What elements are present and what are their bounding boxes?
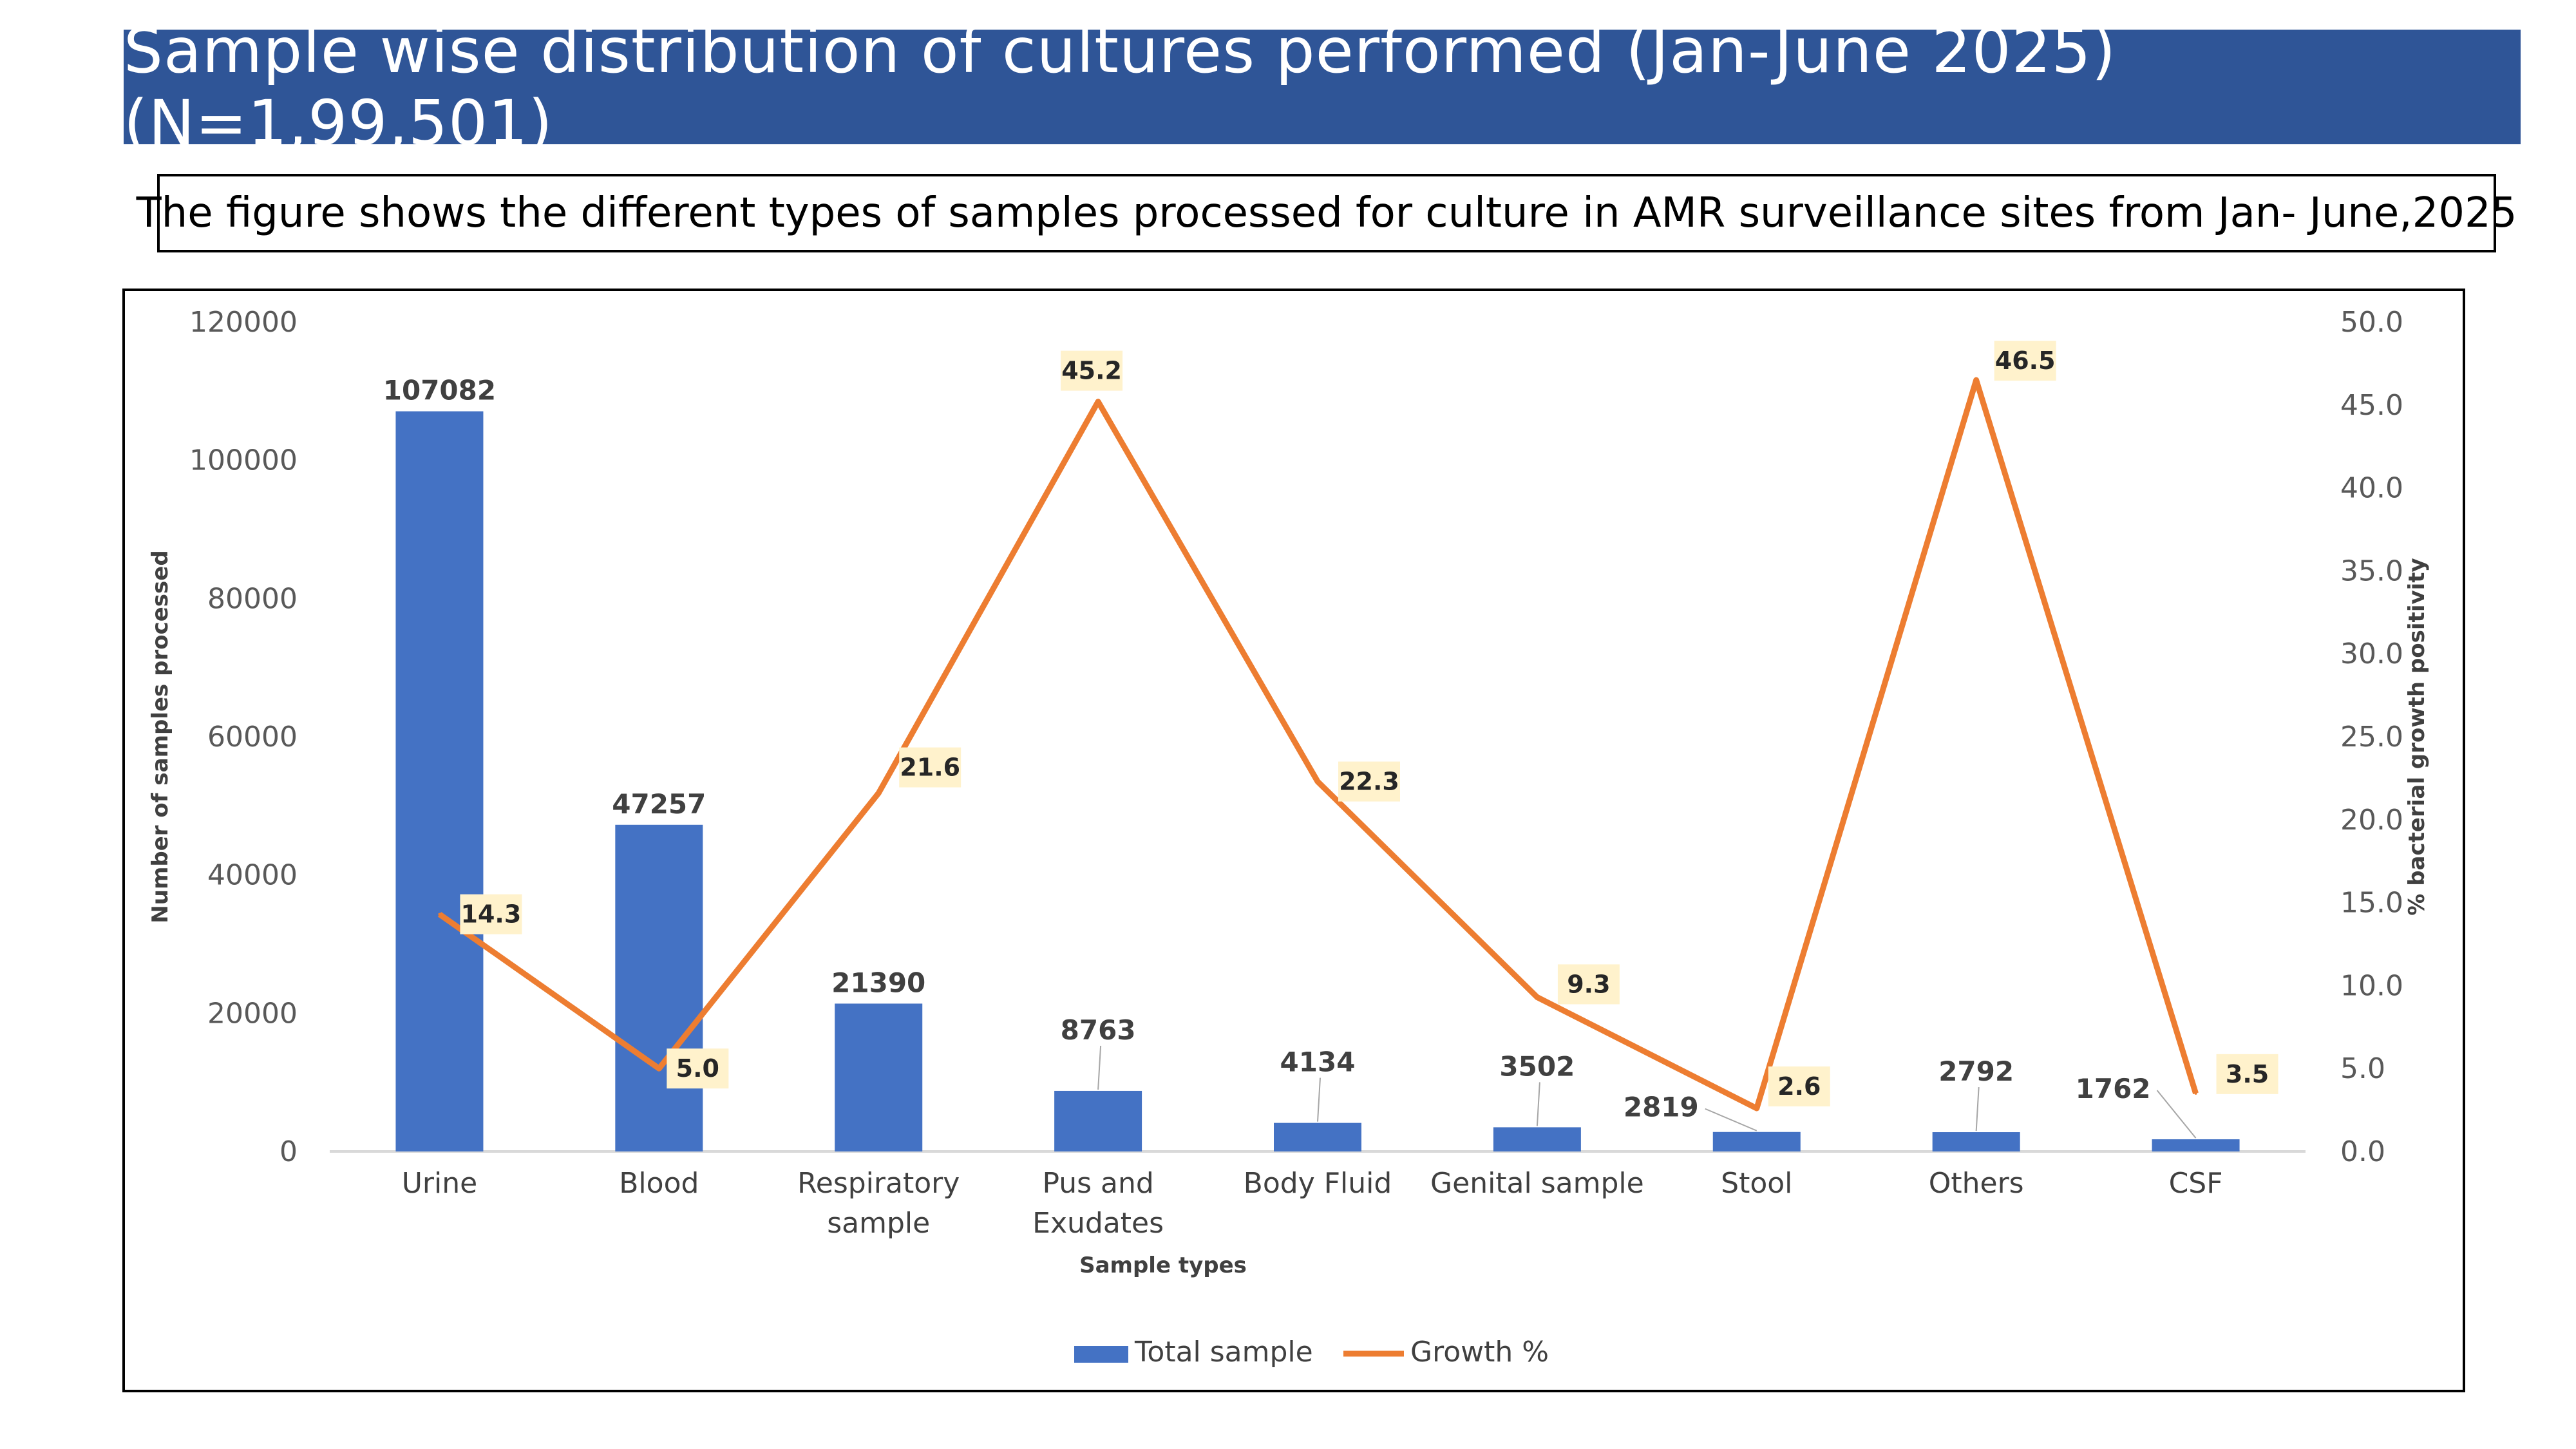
line-label-box	[1994, 341, 2056, 381]
y-tick-label: 20000	[207, 997, 298, 1030]
y2-tick-label: 35.0	[2340, 554, 2403, 587]
bar	[835, 1003, 923, 1151]
bar-data-label: 47257	[612, 788, 706, 820]
category-label: Urine	[402, 1167, 477, 1200]
y2-tick-label: 30.0	[2340, 638, 2403, 670]
line-data-label: 21.6	[900, 753, 960, 782]
line-data-label: 3.5	[2226, 1060, 2269, 1088]
bar	[1054, 1090, 1142, 1151]
y2-tick-label: 45.0	[2340, 389, 2403, 422]
bar-label-leader	[1975, 1086, 1980, 1132]
category-label: Others	[1929, 1167, 2024, 1200]
x-axis-title: Sample types	[1079, 1253, 1247, 1278]
category-label: Blood	[619, 1167, 699, 1200]
y-tick-label: 60000	[207, 721, 298, 753]
y2-tick-label: 0.0	[2340, 1135, 2385, 1168]
bar-data-label: 3502	[1499, 1050, 1575, 1082]
legend-bar-swatch	[1074, 1346, 1128, 1363]
line-data-label: 14.3	[461, 900, 522, 929]
title-bar: Sample wise distribution of cultures per…	[124, 15, 2521, 159]
line-data-label: 46.5	[1995, 346, 2056, 375]
bar-data-label: 8763	[1061, 1014, 1136, 1046]
category-label: Body Fluid	[1244, 1167, 1392, 1200]
y2-tick-label: 20.0	[2340, 804, 2403, 837]
bar-data-label: 21390	[831, 967, 925, 998]
line-data-label: 9.3	[1567, 970, 1610, 998]
line-label-box	[460, 894, 522, 934]
legend-label: Total sample	[1134, 1336, 1313, 1368]
y2-tick-label: 40.0	[2340, 472, 2403, 505]
bar	[2152, 1139, 2240, 1151]
y-tick-label: 80000	[207, 582, 298, 615]
line-label-box	[2216, 1054, 2278, 1094]
bar-data-label: 2819	[1624, 1092, 1699, 1123]
bar	[1493, 1127, 1581, 1151]
line-data-label: 45.2	[1061, 357, 1122, 385]
y-tick-label: 0	[279, 1135, 298, 1168]
line-point	[1755, 1107, 1758, 1110]
line-point	[1975, 379, 1978, 382]
y2-tick-label: 15.0	[2340, 887, 2403, 920]
y2-tick-label: 25.0	[2340, 721, 2403, 753]
category-label: Respiratory sample	[797, 1167, 960, 1240]
line-point	[877, 791, 880, 795]
category-label: Genital sample	[1430, 1167, 1644, 1200]
bar-data-label: 2792	[1938, 1056, 2014, 1087]
growth-line	[437, 377, 2199, 1112]
line-label-box	[1338, 761, 1400, 802]
y2-tick-label: 5.0	[2340, 1052, 2385, 1085]
line-point	[2194, 1092, 2197, 1095]
chart-frame: 0 20000 40000 60000 80000 100000 120000 0.0 5.0 1…	[122, 289, 2465, 1392]
bar-data-label: 107082	[383, 375, 496, 406]
caption-box: The figure shows the different types of …	[137, 174, 2517, 252]
y-tick-label: 100000	[189, 444, 298, 477]
bar	[395, 411, 484, 1151]
bar	[1274, 1122, 1361, 1151]
combo-chart: 0 20000 40000 60000 80000 100000 120000 0.0 5.0 1…	[147, 306, 2430, 1368]
bar-label-leader	[1317, 1077, 1321, 1122]
line-data-label: 2.6	[1777, 1072, 1821, 1101]
line-label-box	[1061, 350, 1123, 391]
y-tick-label: 40000	[207, 859, 298, 892]
line-point	[438, 913, 441, 916]
legend-label: Growth %	[1410, 1336, 1549, 1368]
line-point	[1097, 400, 1100, 403]
category-label: CSF	[2169, 1167, 2223, 1200]
bar	[615, 824, 703, 1151]
line-data-label: 22.3	[1339, 768, 1399, 796]
category-label: Stool	[1721, 1167, 1792, 1200]
bar-label-leader	[1097, 1045, 1102, 1090]
bar-data-label: 1762	[2076, 1073, 2151, 1104]
line-point	[1316, 780, 1319, 783]
chart-title: Sample wise distribution of cultures per…	[124, 15, 2117, 159]
line-label-box	[1557, 964, 1620, 1005]
line-label-box	[899, 747, 961, 788]
bar	[1712, 1132, 1801, 1151]
line-point	[658, 1067, 661, 1070]
line-label-box	[1768, 1066, 1830, 1107]
y2-tick-label: 10.0	[2340, 969, 2403, 1002]
chart-caption: The figure shows the different types of …	[136, 189, 2517, 237]
bar-label-leader	[1536, 1082, 1540, 1126]
bar-label-leader	[1705, 1108, 1757, 1132]
y-tick-label: 120000	[189, 306, 298, 339]
y2-tick-label: 50.0	[2340, 306, 2403, 339]
line-label-box	[667, 1048, 729, 1089]
line-data-label: 5.0	[676, 1054, 719, 1083]
bar-label-leader	[2156, 1090, 2197, 1139]
line-point	[1535, 996, 1539, 999]
y2-axis-title: % bacterial growth positivity	[2404, 558, 2430, 915]
bar-data-label: 4134	[1280, 1046, 1356, 1078]
y-axis-title: Number of samples processed	[147, 550, 173, 923]
bar	[1932, 1132, 2020, 1151]
category-label: Pus and Exudates	[1032, 1167, 1164, 1240]
